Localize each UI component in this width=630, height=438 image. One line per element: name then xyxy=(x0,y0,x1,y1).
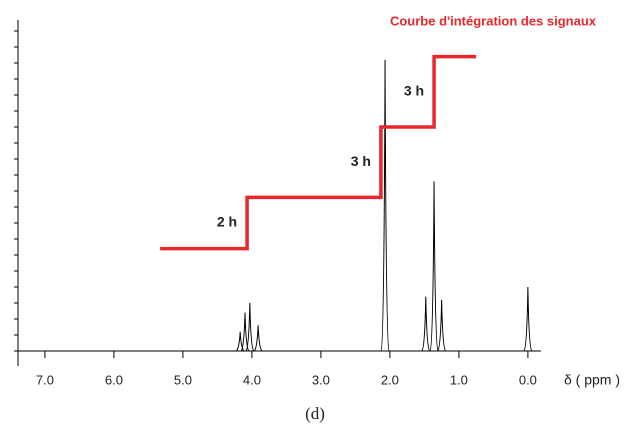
chart-title: Courbe d'intégration des signaux xyxy=(390,13,597,28)
x-tick-label: 6.0 xyxy=(105,372,123,387)
x-tick-label: 4.0 xyxy=(243,372,261,387)
integration-label: 2 h xyxy=(217,214,237,230)
peak xyxy=(421,296,431,352)
x-tick-label: 3.0 xyxy=(312,372,330,387)
peak xyxy=(253,325,263,352)
x-tick-label: 5.0 xyxy=(174,372,192,387)
x-tick-label: 0.0 xyxy=(519,372,537,387)
x-tick-label: 1.0 xyxy=(450,372,468,387)
integration-label: 3 h xyxy=(404,83,424,99)
x-axis-label: δ ( ppm ) xyxy=(564,372,620,388)
caption: (d) xyxy=(305,404,325,423)
integration-curve xyxy=(160,54,477,251)
peak xyxy=(245,302,255,352)
integration-label: 3 h xyxy=(351,153,371,169)
peak xyxy=(380,59,390,352)
x-tick-label: 2.0 xyxy=(381,372,399,387)
x-tick-label: 7.0 xyxy=(36,372,54,387)
peak xyxy=(437,299,447,352)
peak xyxy=(429,181,439,352)
peak xyxy=(523,286,533,352)
